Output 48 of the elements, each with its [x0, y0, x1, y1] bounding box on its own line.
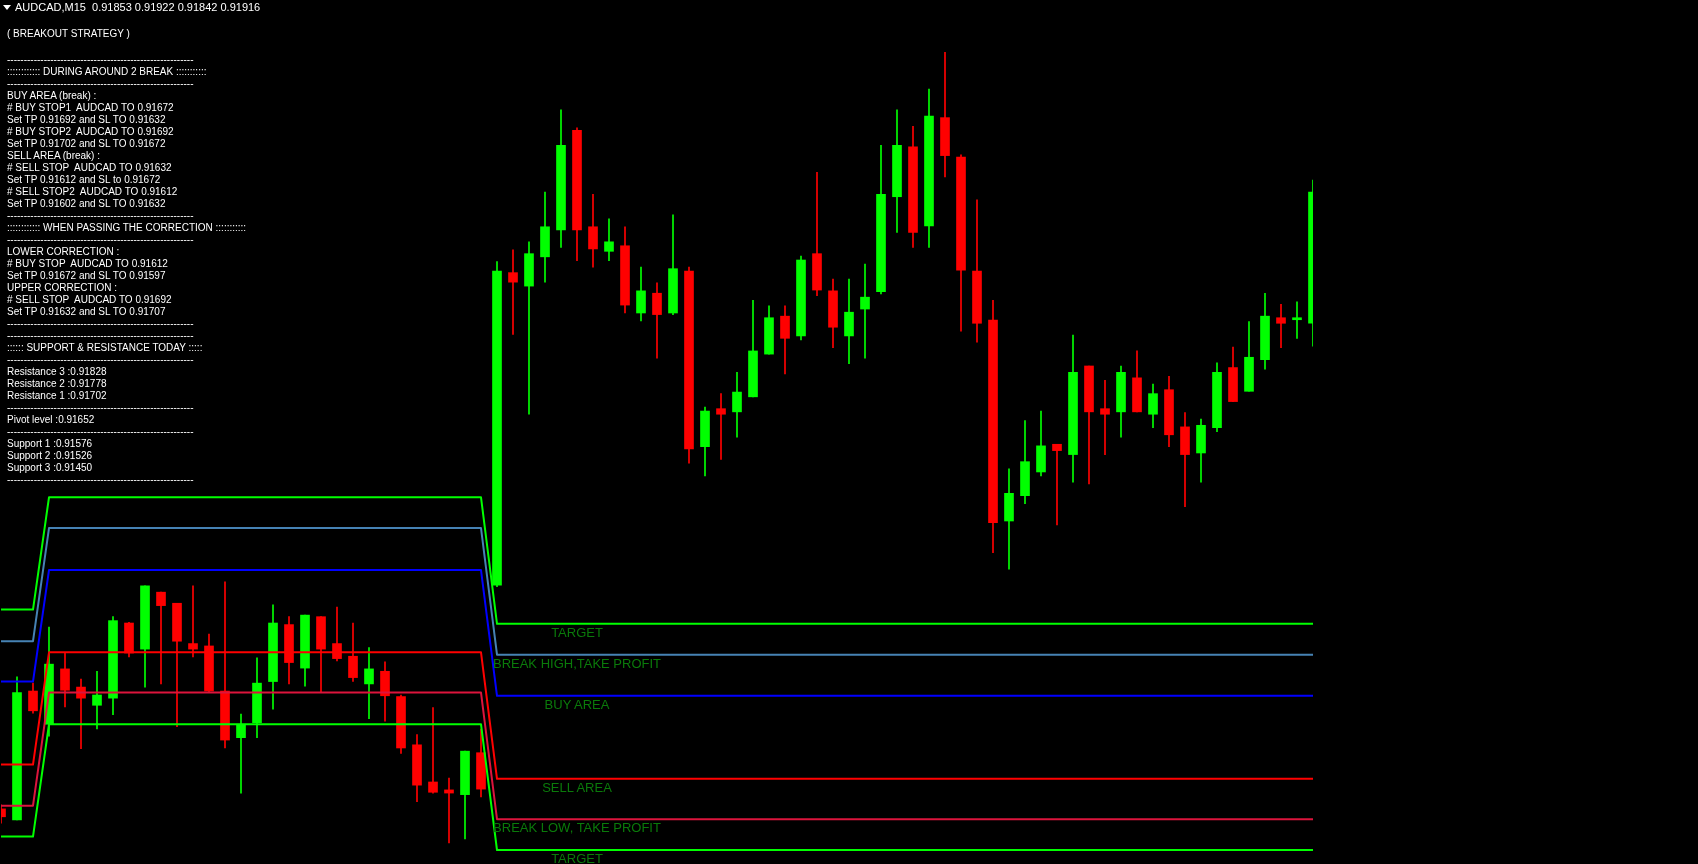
annotation: Set TP 0.91632 and SL TO 0.91707	[7, 306, 167, 318]
annotation: BUY AREA (break) :	[7, 90, 98, 102]
annotation: Pivot level :0.91652	[7, 414, 96, 426]
annotation: Set TP 0.91672 and SL TO 0.91597	[7, 270, 167, 282]
annotation: Support 2 :0.91526	[7, 450, 94, 462]
candlestick	[1100, 379, 1110, 455]
annotation: Resistance 2 :0.91778	[7, 378, 108, 390]
annotation: SELL AREA (break) :	[7, 150, 101, 162]
annotation: UPPER CORRECTION :	[7, 282, 118, 294]
annotation: Set TP 0.91612 and SL to 0.91672	[7, 174, 162, 186]
annotation: --------------------------------------------------------	[7, 330, 195, 342]
annotation: Support 3 :0.91450	[7, 462, 94, 474]
annotation: --------------------------------------------------------	[7, 78, 195, 90]
annotation: :::::: SUPPORT & RESISTANCE TODAY :::::	[7, 342, 204, 354]
annotation: Set TP 0.91692 and SL TO 0.91632	[7, 114, 167, 126]
candlestick	[1276, 303, 1286, 349]
chart-title: AUDCAD,M15 0.91853 0.91922 0.91842 0.91916	[15, 1, 261, 13]
annotation: --------------------------------------------------------	[7, 234, 195, 246]
candlestick	[1292, 301, 1302, 339]
series-label: BUY AREA	[544, 696, 610, 712]
annotation: Set TP 0.91702 and SL TO 0.91672	[7, 138, 167, 150]
annotation: # SELL STOP AUDCAD TO 0.91692	[7, 294, 173, 306]
annotation: --------------------------------------------------------	[7, 54, 195, 66]
annotation: --------------------------------------------------------	[7, 402, 195, 414]
series-label: TARGET	[551, 624, 603, 640]
chart-subtitle: ( BREAKOUT STRATEGY )	[7, 28, 131, 40]
annotation: Resistance 1 :0.91702	[7, 390, 108, 402]
annotation: :::::::::::: WHEN PASSING THE CORRECTION :::::::::::	[7, 222, 247, 234]
annotation: Support 1 :0.91576	[7, 438, 94, 450]
annotation: --------------------------------------------------------	[7, 354, 195, 366]
annotation: # BUY STOP2 AUDCAD TO 0.91692	[7, 126, 175, 138]
annotation: LOWER CORRECTION :	[7, 246, 121, 258]
annotation: --------------------------------------------------------	[7, 210, 195, 222]
annotation: # BUY STOP1 AUDCAD TO 0.91672	[7, 102, 175, 114]
annotation: # SELL STOP AUDCAD TO 0.91632	[7, 162, 173, 174]
annotation: Set TP 0.91602 and SL TO 0.91632	[7, 198, 167, 210]
annotation: # SELL STOP2 AUDCAD TO 0.91612	[7, 186, 179, 198]
annotation: # BUY STOP AUDCAD TO 0.91612	[7, 258, 169, 270]
annotation: --------------------------------------------------------	[7, 318, 195, 330]
annotation: --------------------------------------------------------	[7, 474, 195, 486]
series-label: BREAK HIGH,TAKE PROFIT	[492, 655, 662, 671]
annotation: Resistance 3 :0.91828	[7, 366, 108, 378]
series-label: TARGET	[551, 851, 603, 864]
annotation: :::::::::::: DURING AROUND 2 BREAK :::::::::::	[7, 66, 208, 78]
candlestick	[604, 218, 614, 262]
annotation: --------------------------------------------------------	[7, 426, 195, 438]
candlestick	[716, 393, 726, 460]
series-label: SELL AREA	[542, 779, 613, 795]
